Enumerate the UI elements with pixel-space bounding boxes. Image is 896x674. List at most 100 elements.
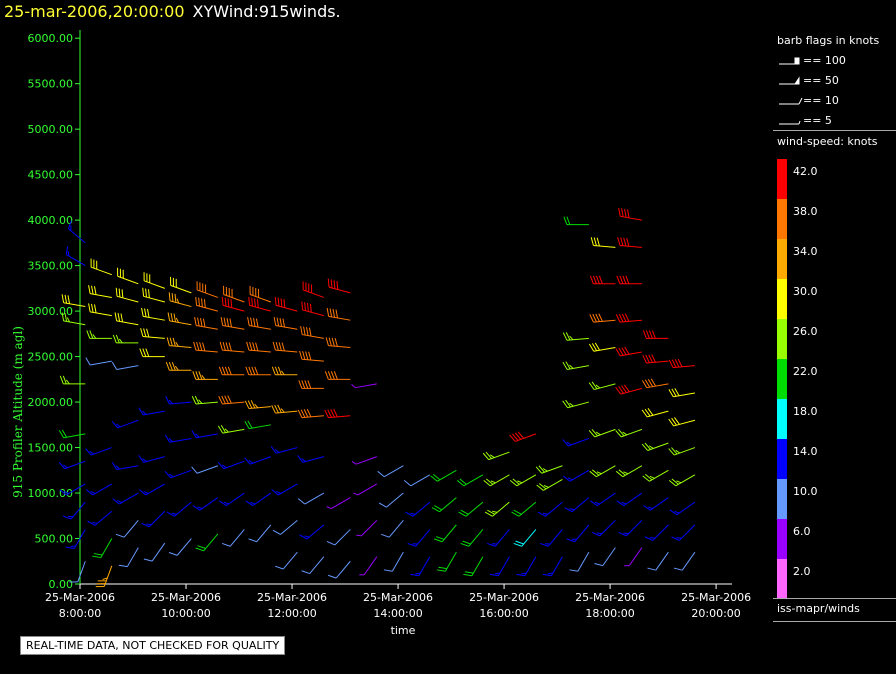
wind-barb <box>274 551 298 570</box>
wind-barb <box>641 378 669 389</box>
wind-barb <box>564 497 590 513</box>
wind-barb <box>615 313 642 323</box>
wind-barb <box>217 425 245 434</box>
wind-barb <box>615 465 643 478</box>
wind-barb <box>403 474 431 487</box>
colorbar-label: 38.0 <box>793 205 818 218</box>
wind-barb <box>590 237 616 248</box>
legend-divider <box>773 621 896 622</box>
wind-barb <box>111 461 139 471</box>
y-tick-label: 2000.00 <box>28 396 74 409</box>
wind-barb <box>245 366 271 376</box>
x-tick-label: 25-Mar-2006 <box>575 591 645 604</box>
wind-barb <box>431 497 457 513</box>
wind-barb <box>324 371 351 380</box>
chart-title: 25-mar-2006,20:00:00 XYWind:915winds. <box>4 2 341 21</box>
wind-barb <box>594 547 616 567</box>
data-source-label: iss-mapr/winds <box>777 602 860 615</box>
wind-barb <box>244 456 272 465</box>
wind-barb <box>138 407 165 416</box>
wind-barb <box>168 292 192 308</box>
wind-barb <box>61 312 86 326</box>
x-tick-label: 16:00:00 <box>479 607 528 620</box>
wind-barb <box>641 442 669 451</box>
wind-barb <box>167 312 192 326</box>
title-date: 25-mar-2006,20:00:00 <box>4 2 185 21</box>
wind-barb <box>669 501 696 516</box>
wind-barb <box>562 437 590 447</box>
wind-barb <box>220 316 245 330</box>
wind-barb <box>141 307 165 321</box>
wind-barb <box>298 380 324 389</box>
wind-barb <box>484 501 510 517</box>
wind-barb <box>482 451 510 461</box>
wind-barb <box>274 296 298 312</box>
wind-barb <box>272 341 298 353</box>
wind-barb <box>165 396 192 405</box>
wind-barb <box>111 419 139 429</box>
wind-barb <box>244 420 271 430</box>
colorbar-label: 18.0 <box>793 405 818 418</box>
y-tick-label: 6000.00 <box>28 32 74 45</box>
colorbar-swatch <box>777 199 787 239</box>
wind-barb <box>166 501 192 517</box>
wind-barb <box>618 207 642 221</box>
wind-barb <box>542 556 563 577</box>
wind-barb <box>248 296 271 312</box>
wind-barb <box>588 342 616 352</box>
wind-barb <box>246 341 271 353</box>
colorbar-swatch <box>777 519 787 559</box>
wind-barb <box>299 524 325 540</box>
wind-barb <box>86 330 112 339</box>
wind-barb <box>118 547 139 568</box>
wind-barb <box>324 408 351 419</box>
wind-barb <box>165 362 192 371</box>
wind-barb <box>589 465 616 478</box>
wind-barb <box>192 371 218 380</box>
wind-barb <box>88 303 112 317</box>
wind-barb <box>92 538 113 559</box>
quality-notice: REAL-TIME DATA, NOT CHECKED FOR QUALITY <box>20 636 286 655</box>
colorbar-swatch <box>777 239 787 279</box>
x-tick-label: 10:00:00 <box>161 607 210 620</box>
wind-barb <box>143 272 165 289</box>
wind-barb <box>463 556 484 577</box>
wind-barb <box>143 542 166 562</box>
wind-barb <box>300 326 324 339</box>
wind-barb <box>168 538 192 556</box>
x-tick-label: 25-Mar-2006 <box>151 591 221 604</box>
wind-barb <box>88 285 112 298</box>
wind-barb <box>668 447 696 456</box>
wind-barb <box>562 399 590 409</box>
x-tick-label: 8:00:00 <box>59 607 101 620</box>
wind-barb <box>458 501 484 517</box>
wind-barb <box>351 383 377 389</box>
x-tick-label: 14:00:00 <box>373 607 422 620</box>
wind-barb <box>90 258 112 276</box>
flag-label-10: == 10 <box>803 94 839 107</box>
wind-barb <box>164 469 192 479</box>
y-tick-label: 0.00 <box>49 578 74 591</box>
wind-barb <box>112 492 139 505</box>
wind-barb <box>301 556 325 575</box>
wind-barb <box>58 429 86 439</box>
wind-barb <box>566 524 590 543</box>
wind-barb <box>325 337 351 348</box>
colorbar-swatch <box>777 439 787 479</box>
wind-barb <box>115 287 139 303</box>
flag-label-50: == 50 <box>803 74 839 87</box>
wind-barb <box>489 556 510 577</box>
wind-barb <box>647 551 669 571</box>
wind-barb <box>191 430 218 439</box>
flag-100-icon <box>794 57 800 65</box>
flag-5-icon <box>798 120 801 125</box>
wind-barb <box>218 492 245 507</box>
colorbar-swatch <box>777 559 787 599</box>
y-tick-label: 3500.00 <box>28 260 74 273</box>
y-tick-label: 5000.00 <box>28 123 74 136</box>
wind-barb <box>618 519 643 537</box>
flag-label-100: == 100 <box>803 54 846 67</box>
wind-barb <box>195 296 218 312</box>
wind-barb <box>668 417 696 427</box>
colorbar-label: 22.0 <box>793 365 818 378</box>
